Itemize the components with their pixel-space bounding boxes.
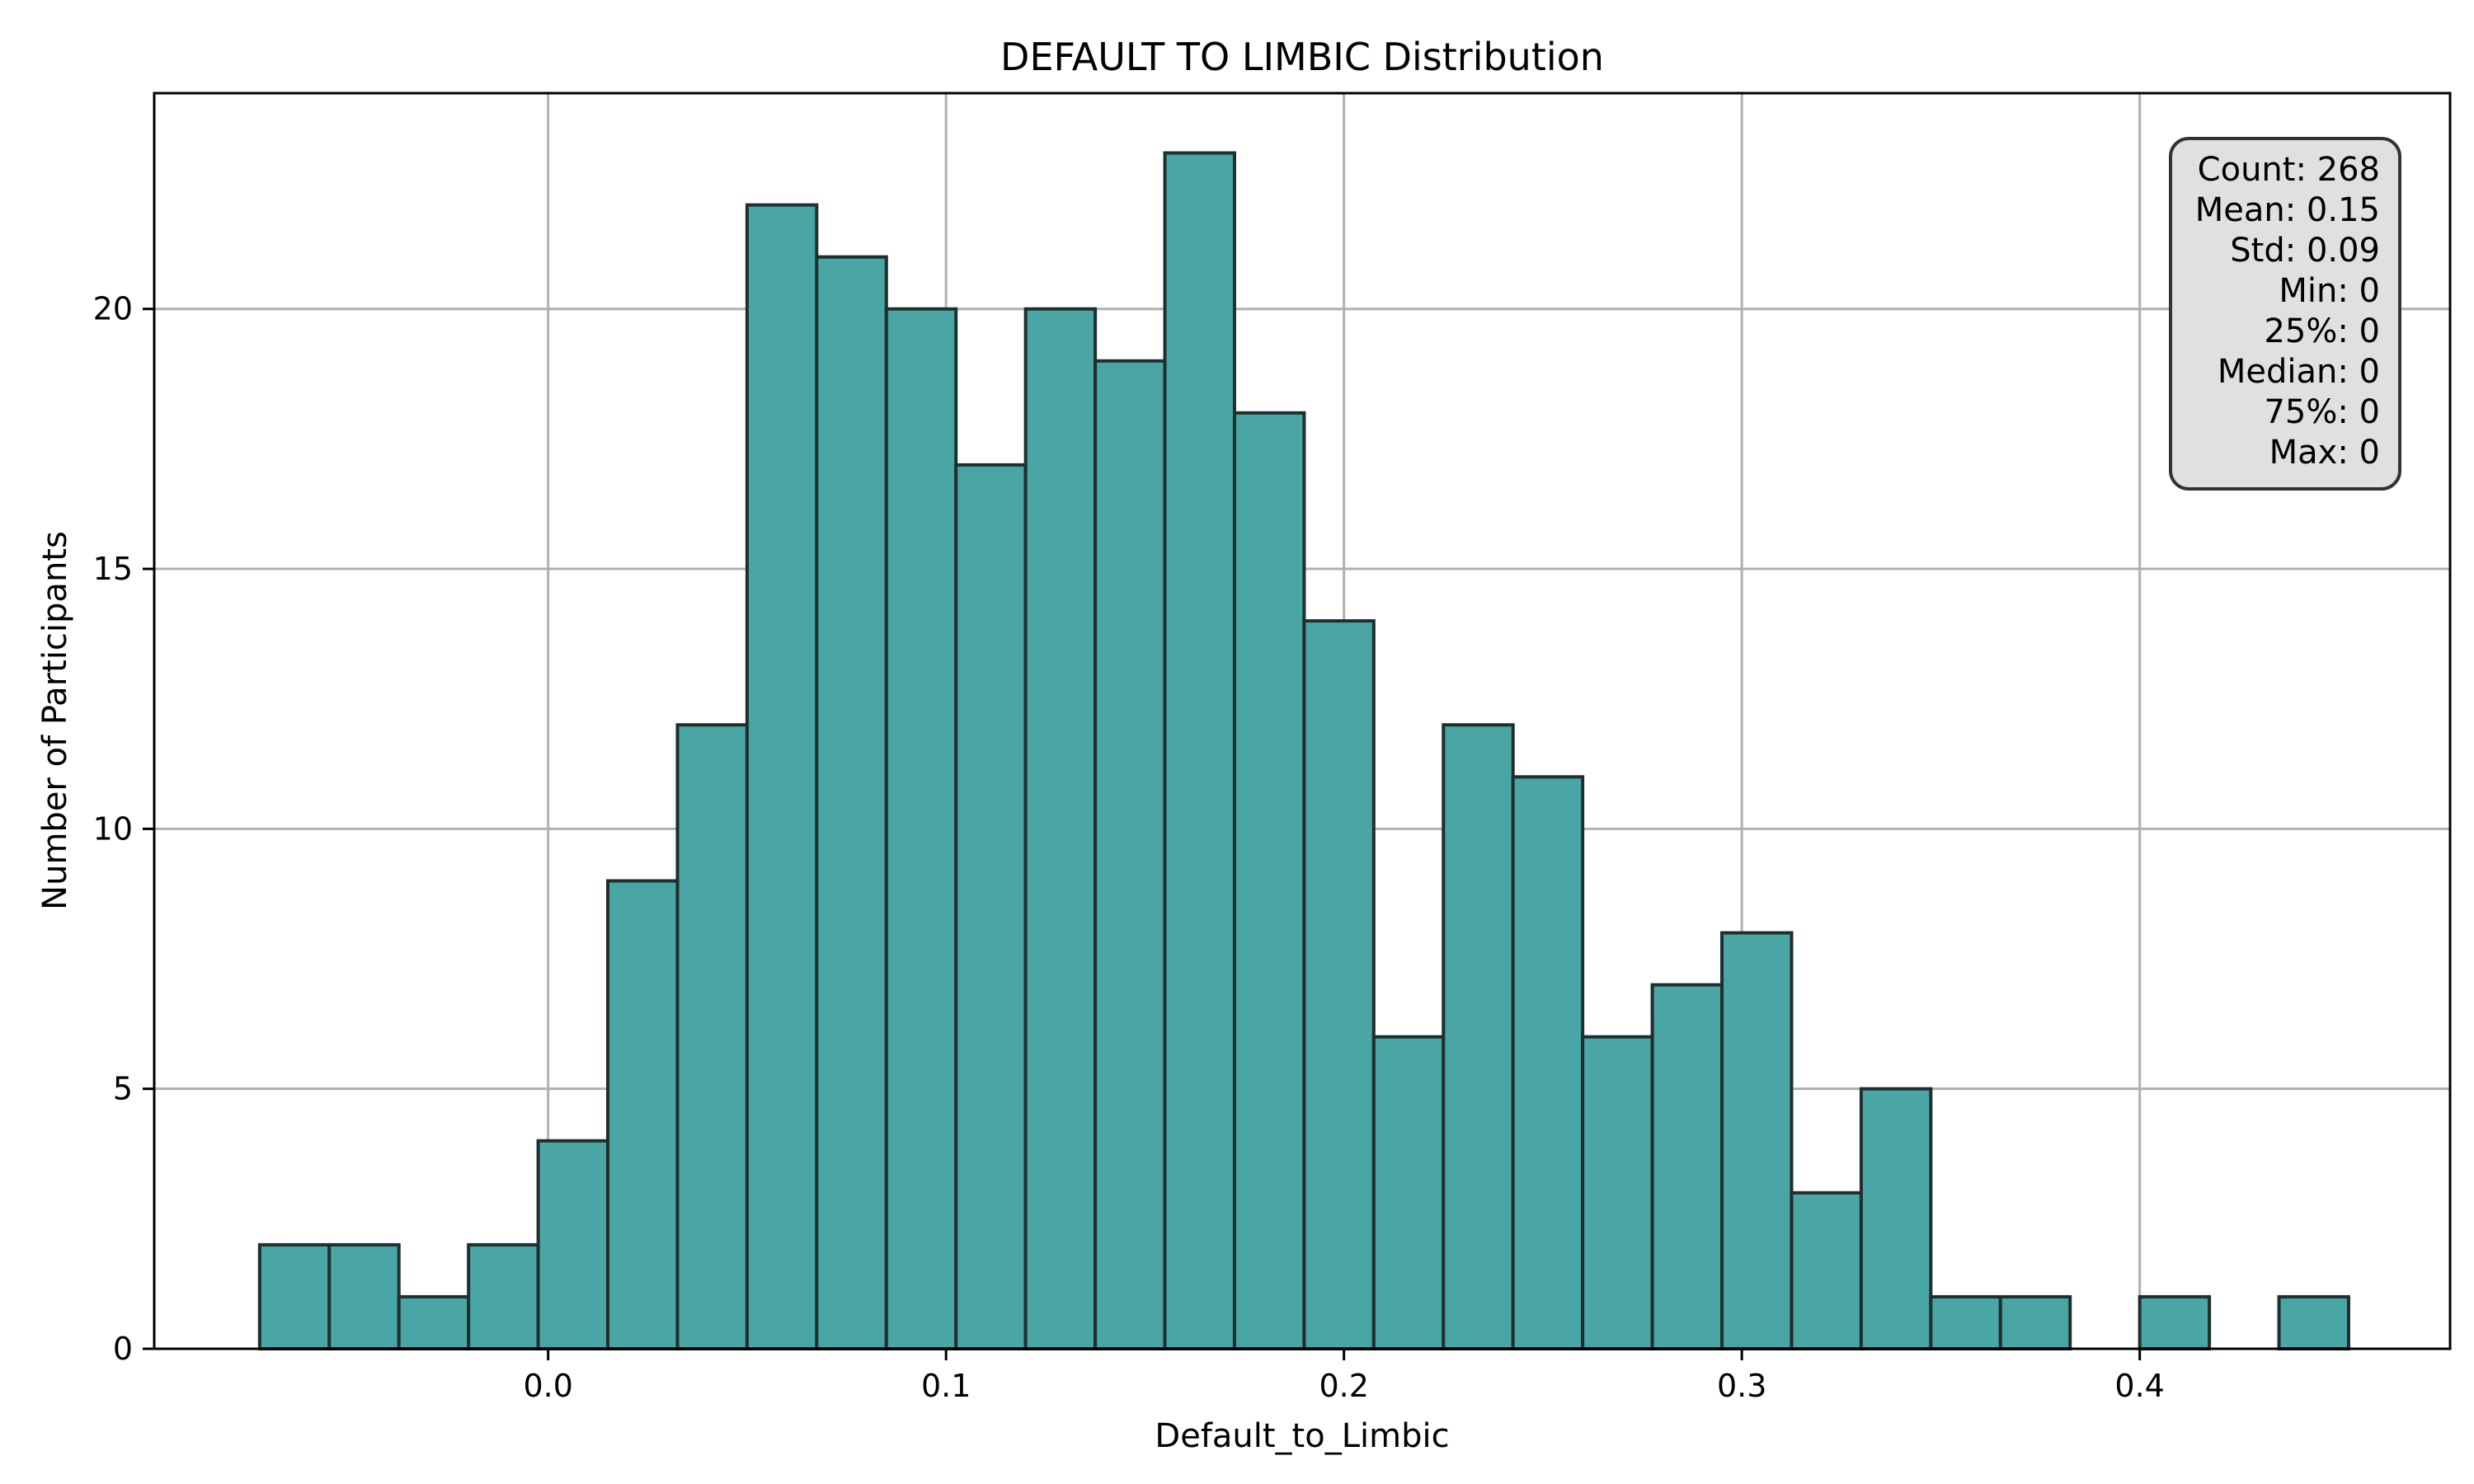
x-tick-label: 0.4	[2114, 1368, 2164, 1404]
stats-box: Count: 268 Mean: 0.15 Std: 0.09 Min: 0 2…	[2169, 137, 2401, 491]
x-tick-label: 0.3	[1717, 1368, 1766, 1404]
histogram-bar	[327, 1242, 401, 1350]
histogram-bar	[1581, 1035, 1654, 1350]
x-axis-label: Default_to_Limbic	[1155, 1417, 1449, 1455]
histogram-bar	[1023, 307, 1098, 1351]
stats-line: Max: 0	[2269, 434, 2380, 472]
stats-line: 75%: 0	[2264, 393, 2380, 431]
histogram-bar	[1929, 1294, 2002, 1350]
stats-line: Mean: 0.15	[2195, 191, 2380, 229]
stats-line: Min: 0	[2279, 272, 2380, 310]
y-axis-label: Number of Participants	[36, 531, 74, 910]
histogram-bar	[1790, 1190, 1863, 1351]
histogram-bar	[884, 307, 958, 1351]
histogram-bar	[536, 1139, 610, 1351]
histogram-bar	[745, 203, 819, 1350]
histogram-bar	[1094, 359, 1167, 1351]
stats-line: Median: 0	[2218, 353, 2380, 391]
stats-line: 25%: 0	[2264, 312, 2380, 350]
histogram-bar	[397, 1294, 471, 1350]
y-tick-label: 20	[93, 291, 133, 327]
y-tick-label: 10	[93, 810, 133, 847]
histogram-bar	[606, 879, 680, 1350]
histogram-bar	[1998, 1294, 2072, 1350]
histogram-bar	[1232, 411, 1306, 1350]
plot-frame	[153, 92, 2452, 1350]
y-tick-label: 5	[113, 1071, 133, 1107]
histogram-bar	[2277, 1294, 2350, 1350]
histogram-bar	[1720, 931, 1794, 1351]
histogram-bar	[467, 1242, 540, 1350]
x-tick-label: 0.1	[921, 1368, 971, 1404]
stats-line: Count: 268	[2198, 151, 2380, 189]
histogram-bar	[257, 1242, 332, 1350]
stats-line: Std: 0.09	[2230, 232, 2380, 270]
ticks: 0.0 0.1 0.2 0.3 0.4 0 5 10 15 20	[93, 291, 2165, 1404]
y-tick-label: 0	[113, 1331, 133, 1367]
x-tick-label: 0.0	[523, 1368, 572, 1404]
histogram-bar	[1442, 723, 1515, 1350]
histogram-bar	[954, 463, 1028, 1350]
stats-box-background	[2169, 137, 2401, 491]
histogram-bar	[1511, 775, 1585, 1350]
histogram-bar	[1371, 1035, 1446, 1350]
x-tick-label: 0.2	[1319, 1368, 1368, 1404]
chart-title: DEFAULT TO LIMBIC Distribution	[1000, 35, 1604, 79]
histogram-bar	[1163, 151, 1236, 1350]
y-tick-label: 15	[93, 551, 133, 587]
histogram-bar	[675, 723, 749, 1350]
histogram-bar	[1650, 983, 1724, 1351]
histogram-bar	[1859, 1087, 1933, 1350]
histogram-bar	[815, 255, 888, 1350]
bars	[257, 151, 2350, 1351]
histogram-bar	[2138, 1294, 2212, 1350]
histogram-bar	[1302, 619, 1376, 1350]
